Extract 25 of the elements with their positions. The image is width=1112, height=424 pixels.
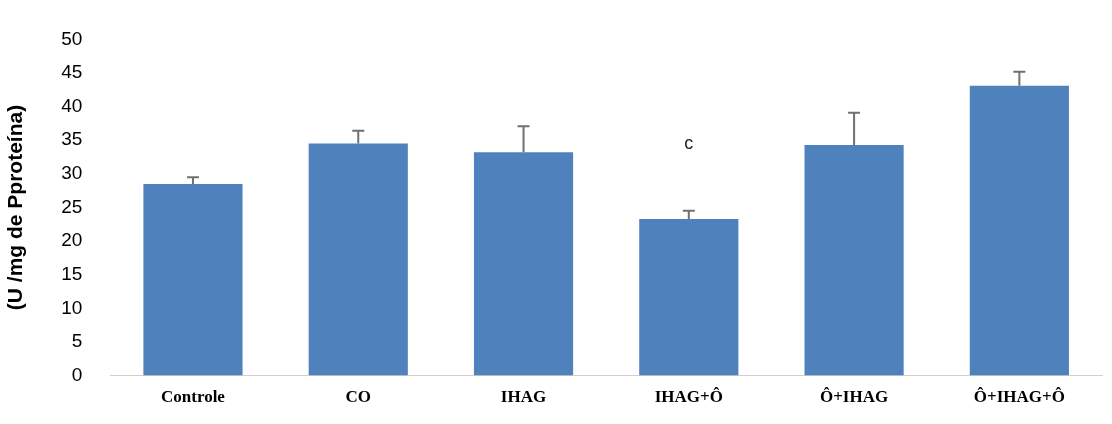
bar [639,218,739,376]
y-tick-label: 5 [71,330,83,352]
y-tick-label: 45 [61,61,83,83]
y-tick-label: 25 [61,195,83,217]
bar [969,85,1069,376]
bar [804,144,904,376]
y-tick-label: 35 [61,128,83,150]
bar [473,152,574,376]
bar [143,183,243,376]
x-tick-label: Ô+IHAG+Ô [973,387,1065,407]
x-tick-label: Ô+IHAG [819,387,889,407]
y-tick-label: 50 [61,27,83,49]
y-axis-title: (U /mg de Pproteína) [3,104,27,311]
annotation: c [684,132,694,153]
y-tick-label: 20 [61,229,83,251]
y-tick-label: 10 [61,296,83,318]
y-tick-label: 15 [61,262,83,284]
bar [308,143,408,376]
x-tick-label: IHAG [500,387,547,407]
y-tick-label: 40 [61,94,83,116]
x-tick-label: Controle [161,387,226,407]
y-tick-label: 0 [71,363,83,385]
x-tick-label: IHAG+Ô [654,387,723,407]
y-tick-label: 30 [61,162,83,184]
x-tick-label: CO [345,387,371,407]
